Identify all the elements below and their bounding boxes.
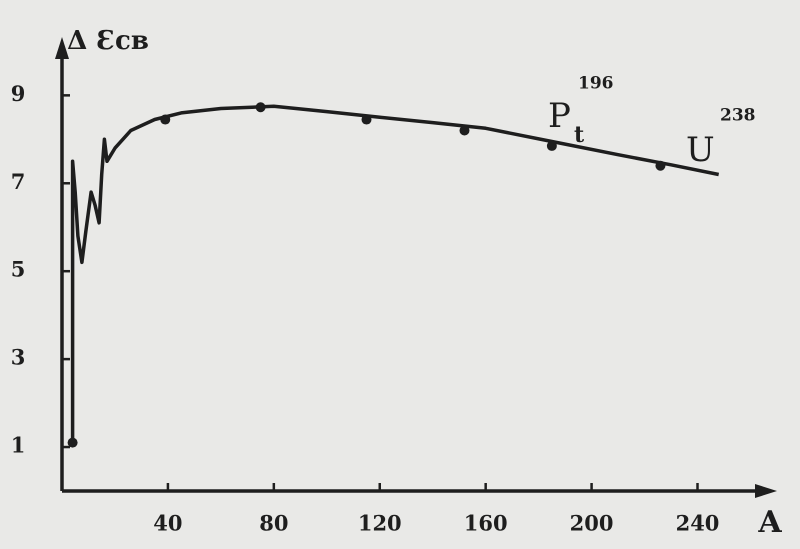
y-tick-label: 1 (11, 433, 26, 458)
annotation-symbol: P (548, 96, 571, 136)
data-point (361, 114, 372, 125)
data-point (67, 437, 78, 448)
y-tick-label: 7 (11, 169, 26, 194)
annotation-mass: 238 (720, 106, 756, 126)
x-tick-label: 240 (676, 511, 720, 536)
data-point (655, 160, 666, 171)
y-axis-label: Δ Ɛсв (67, 26, 149, 56)
data-point (459, 125, 470, 136)
x-tick-label: 160 (464, 511, 508, 536)
annotation-mass: 196 (578, 74, 614, 94)
data-point (546, 140, 557, 151)
y-tick-label: 3 (11, 345, 26, 370)
x-tick-label: 40 (153, 511, 182, 536)
x-axis-label: A (757, 505, 782, 540)
data-point (255, 102, 266, 113)
y-tick-label: 9 (11, 81, 26, 106)
x-tick-label: 200 (570, 511, 614, 536)
annotation-subscript: t (574, 122, 585, 148)
x-axis-arrow (755, 484, 777, 498)
y-axis-arrow (55, 37, 69, 59)
x-tick-label: 80 (259, 511, 288, 536)
annotation-symbol: U (686, 130, 715, 170)
y-tick-label: 5 (11, 257, 26, 282)
x-tick-label: 120 (358, 511, 402, 536)
curve (70, 104, 720, 443)
data-point (160, 114, 171, 125)
